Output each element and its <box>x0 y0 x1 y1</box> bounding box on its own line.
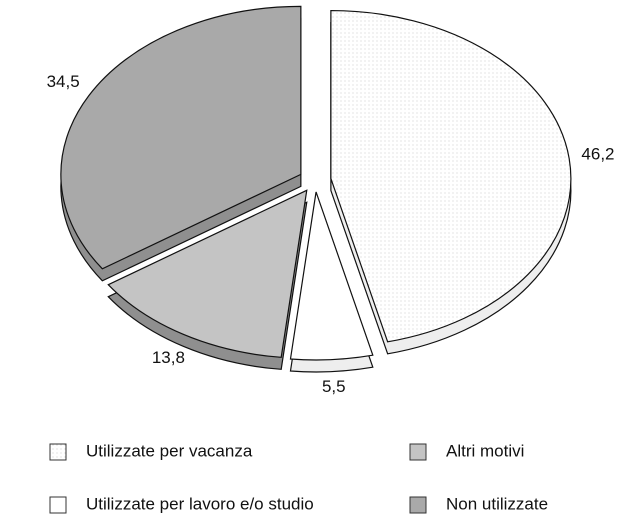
data-label: 34,5 <box>47 72 80 91</box>
legend-label: Utilizzate per lavoro e/o studio <box>86 494 314 513</box>
legend-swatch <box>49 443 67 461</box>
legend-label: Altri motivi <box>446 441 524 460</box>
legend-label: Utilizzate per vacanza <box>86 441 253 460</box>
data-label: 13,8 <box>152 348 185 367</box>
data-label: 46,2 <box>581 145 614 164</box>
data-label: 5,5 <box>322 377 346 396</box>
slice <box>330 9 572 343</box>
legend-swatch <box>409 496 427 514</box>
legend-label: Non utilizzate <box>446 494 548 513</box>
slice <box>289 191 374 361</box>
slice <box>60 5 302 270</box>
slice <box>107 189 308 358</box>
legend-swatch <box>49 496 67 514</box>
legend-swatch <box>409 443 427 461</box>
